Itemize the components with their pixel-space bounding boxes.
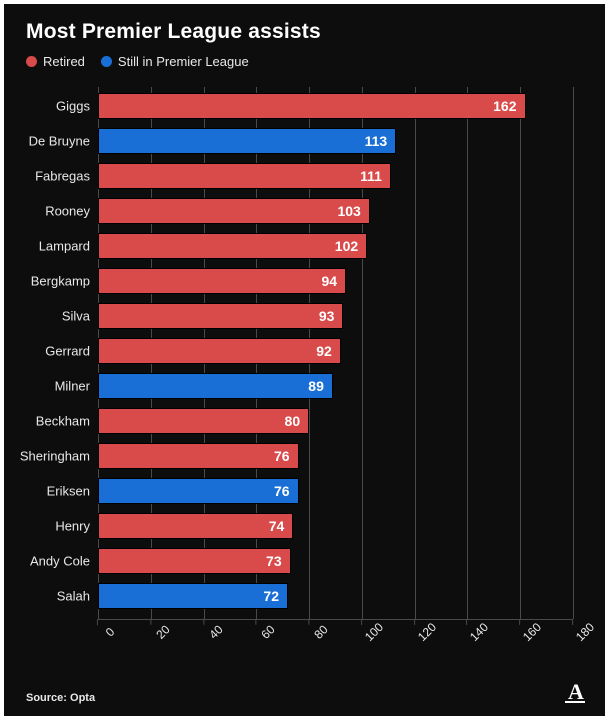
bar-value-label: 93 [319,308,335,324]
bar-value-label: 94 [321,273,337,289]
y-axis-label: Andy Cole [30,554,98,569]
bar: 113 [98,128,396,154]
y-axis-label: Gerrard [45,344,98,359]
bar-value-label: 74 [269,518,285,534]
publisher-logo: A [561,678,589,706]
chart-card: Most Premier League assists Retired Still… [4,4,605,716]
bar-row: Andy Cole73 [98,548,573,574]
bar-value-label: 72 [263,588,279,604]
bar-value-label: 76 [274,483,290,499]
legend-swatch [101,56,112,67]
y-axis-label: Giggs [56,99,98,114]
legend-swatch [26,56,37,67]
bar-row: Salah72 [98,583,573,609]
bar-row: Fabregas111 [98,163,573,189]
bar: 76 [98,478,299,504]
bar: 92 [98,338,341,364]
bar-value-label: 113 [365,133,388,149]
bar-row: De Bruyne113 [98,128,573,154]
bar-value-label: 73 [266,553,282,569]
bar-row: Milner89 [98,373,573,399]
bar-value-label: 111 [360,168,382,184]
y-axis-label: Milner [55,379,98,394]
y-axis-label: De Bruyne [29,134,98,149]
legend-label: Still in Premier League [118,54,249,69]
x-tick-label: 20 [146,615,172,641]
bar-value-label: 76 [274,448,290,464]
bar: 72 [98,583,288,609]
chart-area: Giggs162 De Bruyne113 Fabregas111 Rooney103… [98,87,573,647]
bar: 73 [98,548,291,574]
x-tick-label: 60 [252,615,278,641]
bar: 94 [98,268,346,294]
legend-item: Still in Premier League [101,54,249,69]
y-axis-label: Fabregas [35,169,98,184]
bar: 102 [98,233,367,259]
bar-row: Beckham80 [98,408,573,434]
bar-value-label: 89 [308,378,324,394]
y-axis-label: Salah [57,589,98,604]
x-axis: 020406080100120140160180 [98,619,573,647]
source-label: Source: Opta [26,692,95,704]
x-tick-label: 0 [96,618,118,640]
bar-row: Giggs162 [98,93,573,119]
y-axis-label: Silva [62,309,98,324]
bar: 74 [98,513,293,539]
bar-row: Sheringham76 [98,443,573,469]
y-axis-label: Eriksen [47,484,98,499]
x-tick-label: 80 [304,615,330,641]
legend-item: Retired [26,54,85,69]
x-tick-label: 40 [199,615,225,641]
bar-value-label: 92 [316,343,332,359]
legend: Retired Still in Premier League [26,54,583,69]
bar-value-label: 80 [285,413,301,429]
y-axis-label: Bergkamp [31,274,98,289]
bar-row: Henry74 [98,513,573,539]
bar-row: Gerrard92 [98,338,573,364]
bar: 111 [98,163,391,189]
bar: 93 [98,303,343,329]
gridline [573,87,574,619]
plot-area: Giggs162 De Bruyne113 Fabregas111 Rooney103… [98,87,573,619]
bar-row: Eriksen76 [98,478,573,504]
bar: 89 [98,373,333,399]
bar-row: Rooney103 [98,198,573,224]
y-axis-label: Sheringham [20,449,98,464]
bar: 162 [98,93,526,119]
logo-underline [565,701,585,703]
bar-row: Silva93 [98,303,573,329]
bar-value-label: 103 [337,203,360,219]
bar-row: Bergkamp94 [98,268,573,294]
legend-label: Retired [43,54,85,69]
bar: 103 [98,198,370,224]
y-axis-label: Lampard [39,239,98,254]
chart-title: Most Premier League assists [26,20,583,44]
y-axis-label: Rooney [45,204,98,219]
bar-value-label: 102 [335,238,358,254]
bar-row: Lampard102 [98,233,573,259]
y-axis-label: Beckham [36,414,98,429]
y-axis-label: Henry [55,519,98,534]
bar: 80 [98,408,309,434]
bar-value-label: 162 [493,98,516,114]
bar: 76 [98,443,299,469]
